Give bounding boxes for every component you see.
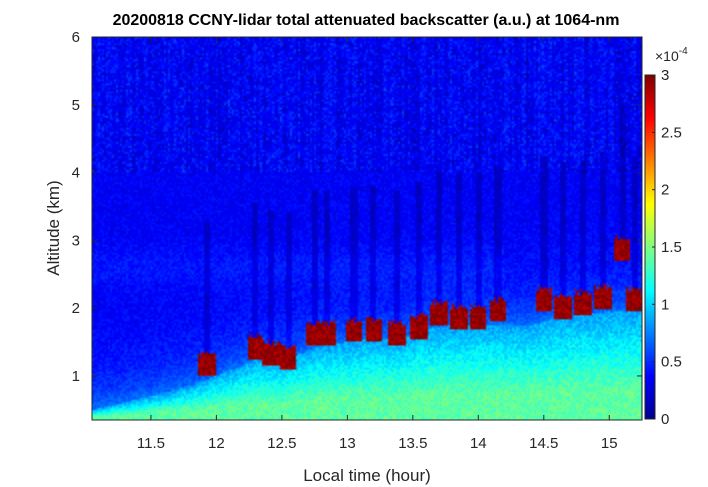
- colorbar-exponent-base: ×10: [655, 48, 679, 64]
- x-tick-label: 13.5: [398, 435, 427, 452]
- y-tick-label: 4: [72, 165, 80, 182]
- colorbar-gradient: [645, 75, 655, 419]
- x-tick-label: 14.5: [529, 435, 558, 452]
- colorbar-exponent-power: -4: [679, 46, 688, 57]
- x-tick-label: 13: [339, 435, 356, 452]
- colorbar-ticks: 0 0.5 1 1.5 2 2.5 3: [652, 67, 682, 428]
- x-axis-ticks: 11.5 12 12.5 13 13.5 14 14.5 15: [137, 37, 618, 452]
- x-tick-label: 11.5: [137, 435, 165, 452]
- plot-frame: [91, 36, 643, 421]
- colorbar-tick-label: 1.5: [661, 239, 682, 256]
- colorbar-exponent: ×10-4: [655, 46, 688, 64]
- backscatter-heatmap: [92, 37, 642, 420]
- colorbar-tick-label: 2.5: [661, 124, 682, 141]
- x-tick-label: 12.5: [267, 435, 296, 452]
- colorbar-tick-label: 3: [661, 67, 669, 84]
- y-tick-label: 1: [72, 368, 80, 385]
- x-tick-label: 14: [470, 435, 487, 452]
- y-axis-ticks: 1 2 3 4 5 6: [72, 29, 642, 385]
- y-tick-label: 6: [72, 29, 80, 46]
- x-axis-label: Local time (hour): [303, 466, 431, 485]
- colorbar-tick-label: 1: [661, 296, 669, 313]
- colorbar-tick-label: 0.5: [661, 354, 682, 371]
- y-tick-label: 3: [72, 232, 80, 249]
- y-axis-label: Altitude (km): [44, 180, 63, 275]
- y-tick-label: 5: [72, 97, 80, 114]
- x-tick-label: 15: [601, 435, 618, 452]
- y-tick-label: 2: [72, 300, 80, 317]
- chart-title: 20200818 CCNY-lidar total attenuated bac…: [113, 12, 620, 29]
- colorbar-tick-label: 2: [661, 182, 669, 199]
- colorbar-tick-label: 0: [661, 411, 669, 428]
- x-tick-label: 12: [208, 435, 225, 452]
- plot-area: [91, 36, 643, 421]
- colorbar: 0 0.5 1 1.5 2 2.5 3 ×10-4: [644, 46, 688, 428]
